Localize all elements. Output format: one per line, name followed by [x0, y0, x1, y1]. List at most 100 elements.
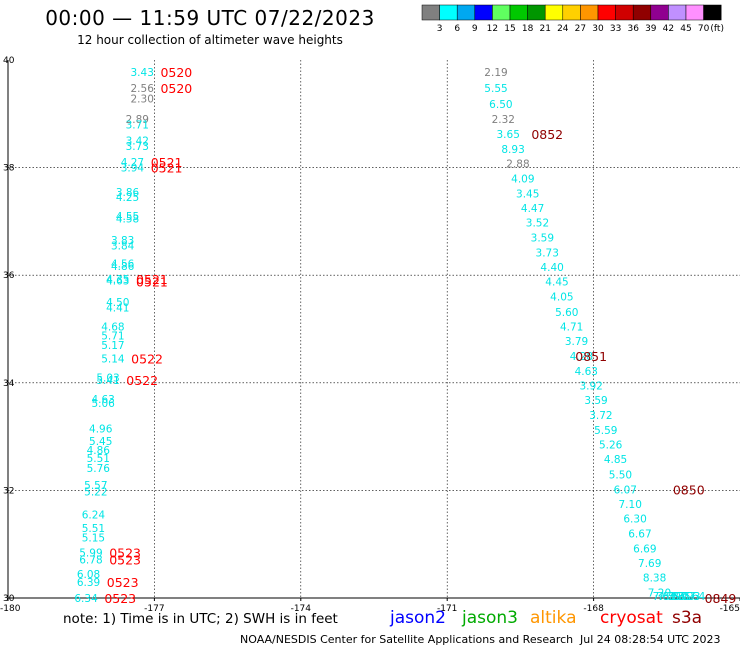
- wave-height-value: 3.73: [126, 141, 149, 153]
- wave-height-value: 5.41: [96, 375, 119, 387]
- wave-height-value: 4.09: [511, 173, 534, 185]
- legend-tick-label: 24: [557, 24, 569, 34]
- y-tick-label: 36: [3, 271, 15, 281]
- satellite-label-jason2: jason2: [390, 608, 446, 628]
- wave-height-value: 4.86: [111, 261, 135, 273]
- wave-height-value: 7.83: [653, 591, 676, 603]
- wave-height-value: 3.86: [116, 187, 140, 199]
- pass-time-label: 0523: [109, 552, 141, 567]
- legend-swatch: [439, 4, 458, 21]
- x-tick-label: -165: [720, 604, 740, 614]
- wave-height-value: 5.15: [82, 533, 105, 545]
- wave-height-value: 4.40: [540, 262, 563, 274]
- x-tick-label: -174: [291, 604, 312, 614]
- wave-height-value: 5.51: [87, 453, 110, 465]
- wave-height-value: 6.07: [614, 484, 637, 496]
- legend-tick-label: 21: [539, 24, 550, 34]
- wave-height-value: 6.67: [628, 528, 651, 540]
- legend-swatch: [615, 4, 634, 21]
- legend-swatch: [544, 4, 564, 21]
- wave-height-value: 3.72: [589, 410, 612, 422]
- legend-tick-label: 3: [437, 24, 443, 34]
- legend-swatch: [703, 4, 722, 21]
- pass-time-label: 0521: [151, 155, 183, 170]
- pass-time-label: 0520: [160, 65, 192, 80]
- chart-axes: -180 -177 -174 -171 -168 -165 30 32 34 36 38 40: [0, 56, 740, 614]
- wave-height-value: 6.50: [489, 99, 512, 111]
- pass-time-labels: 0520052005210521052105210522052205230523…: [104, 65, 736, 606]
- pass-time-label: 0523: [107, 575, 139, 590]
- wave-height-value: 3.92: [579, 380, 602, 392]
- wave-height-value: 6.78: [79, 554, 102, 566]
- pass-time-label: 0849: [705, 591, 737, 606]
- pass-time-label: 0520: [160, 81, 192, 96]
- legend-swatch: [685, 4, 704, 21]
- wave-height-value: 3.71: [126, 120, 149, 132]
- wave-height-value: 4.63: [106, 276, 129, 288]
- wave-height-value: 3.43: [131, 67, 154, 79]
- legend-swatch: [456, 4, 476, 21]
- satellite-label-cryosat: cryosat: [600, 608, 663, 628]
- wave-height-value: 4.45: [545, 277, 568, 289]
- y-tick-label: 34: [3, 379, 15, 389]
- wave-height-value: 4.71: [560, 321, 583, 333]
- wave-height-value: 3.59: [531, 233, 554, 245]
- footnote: note: 1) Time is in UTC; 2) SWH is in fe…: [63, 611, 338, 627]
- wave-height-value: 3.79: [565, 336, 588, 348]
- legend-swatch: [597, 4, 616, 21]
- wave-height-value: 4.05: [550, 292, 573, 304]
- wave-height-value: 2.89: [126, 114, 149, 126]
- generated-timestamp: Jul 24 08:28:54 UTC 2023: [580, 633, 721, 646]
- wave-height-value: 4.55: [116, 211, 139, 223]
- legend-tick-label: 42: [663, 24, 674, 34]
- wave-height-value: 5.76: [87, 463, 111, 475]
- legend-tick-label: 70: [698, 24, 710, 34]
- wave-height-value: 7.20: [648, 588, 671, 600]
- wave-height-value: 7.23: [677, 591, 700, 603]
- wave-height-value: 4.56: [111, 258, 135, 270]
- legend-unit-label: (ft): [710, 24, 724, 34]
- wave-height-value: 4.27: [121, 157, 144, 169]
- wave-height-value: 5.22: [84, 486, 107, 498]
- legend-tick-label: 45: [680, 24, 691, 34]
- wave-height-value: 5.03: [96, 372, 119, 384]
- wave-height-value: 5.06: [91, 398, 115, 410]
- wave-height-value: 2.30: [131, 94, 154, 106]
- wave-height-value: 5.55: [484, 83, 507, 95]
- legend-tick-label: 6: [454, 24, 460, 34]
- wave-height-value: 3.83: [111, 235, 134, 247]
- legend-tick-label: 39: [645, 24, 657, 34]
- wave-height-value: 5.57: [84, 480, 107, 492]
- wave-height-value: 4.25: [116, 192, 139, 204]
- legend-swatch: [562, 4, 581, 21]
- wave-height-value: 5.60: [555, 307, 578, 319]
- wave-height-value: 5.14: [101, 354, 125, 366]
- wave-height-value: 5.71: [101, 330, 124, 342]
- legend-tick-label: 36: [627, 24, 639, 34]
- wave-height-value: 5.17: [101, 340, 124, 352]
- pass-time-label: 0523: [104, 591, 136, 606]
- credit-line: NOAA/NESDIS Center for Satellite Applica…: [240, 633, 574, 646]
- wave-height-value: 6.24: [82, 510, 106, 522]
- wave-height-value: 3.65: [497, 129, 520, 141]
- y-tick-label: 38: [3, 164, 15, 174]
- pass-time-label: 0850: [673, 482, 705, 497]
- x-tick-label: -180: [0, 604, 21, 614]
- legend-swatch: [492, 4, 511, 21]
- wave-height-value: 6.34: [74, 593, 98, 605]
- wave-height-value: 4.47: [521, 203, 544, 215]
- legend-swatch: [474, 4, 493, 21]
- legend-tick-label: 9: [472, 24, 478, 34]
- wave-height-value: 5.45: [89, 436, 112, 448]
- legend-tick-label: 15: [504, 24, 515, 34]
- wave-height-value: 4.96: [89, 424, 113, 436]
- x-tick-label: -168: [583, 604, 604, 614]
- wave-height-value: 2.56: [131, 83, 155, 95]
- legend-tick-label: 18: [522, 24, 534, 34]
- wave-height-value: 6.30: [623, 513, 646, 525]
- legend-swatch: [421, 4, 440, 21]
- wave-height-value: 6.08: [77, 569, 100, 581]
- legend-tick-label: 27: [575, 24, 586, 34]
- wave-height-value: 5.26: [599, 440, 623, 452]
